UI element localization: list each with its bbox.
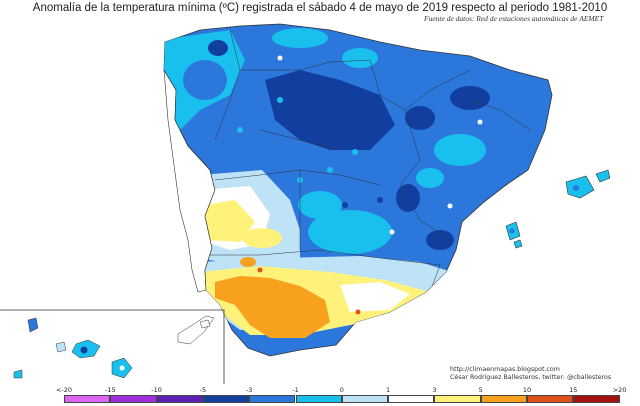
legend-swatch — [573, 395, 620, 403]
legend-tick-label: 1 — [386, 386, 391, 394]
legend-swatch — [64, 395, 111, 403]
data-source-note: Fuente de datos: Red de estaciones autom… — [424, 14, 604, 23]
legend-swatch — [202, 395, 250, 403]
legend-swatch — [341, 395, 389, 403]
portugal-outline — [163, 69, 216, 293]
legend-tick-label: 0 — [339, 386, 344, 394]
legend-tick-label: >20 — [612, 386, 627, 394]
legend-tick-label: <-20 — [55, 386, 73, 394]
legend-tick-label: 3 — [432, 386, 437, 394]
legend-tick-label: 10 — [522, 386, 532, 394]
legend-tick-label: 5 — [478, 386, 483, 394]
legend-tick-label: -3 — [245, 386, 253, 394]
legend-tick-label: -5 — [199, 386, 207, 394]
credit-block: http://climaenmapas.blogspot.com César R… — [450, 366, 611, 382]
legend-swatch — [249, 395, 296, 403]
legend-tick-label: -10 — [151, 386, 162, 394]
canary-islands-inset — [0, 309, 225, 384]
map-title: Anomalía de la temperatura mínima (ºC) r… — [32, 2, 608, 14]
legend-tick-label: -15 — [104, 386, 116, 394]
balearic-islands — [505, 169, 611, 249]
legend-swatch — [480, 395, 527, 403]
color-legend: <-20 -15 -10 -5 -3 -1 0 1 3 5 10 15 >20 — [0, 386, 640, 406]
author-credit: César Rodríguez Ballesteros, twitter: @c… — [450, 374, 612, 381]
legend-swatch — [156, 395, 203, 403]
legend-swatch — [295, 395, 342, 403]
legend-tick-label: -1 — [292, 386, 299, 394]
legend-tick-label: 15 — [569, 386, 578, 394]
legend-swatch — [110, 395, 157, 403]
legend-swatch — [388, 395, 435, 403]
peninsula — [163, 23, 553, 357]
legend-swatch — [434, 395, 481, 403]
blog-url: http://climaenmapas.blogspot.com — [450, 366, 560, 373]
legend-swatch — [527, 395, 574, 403]
